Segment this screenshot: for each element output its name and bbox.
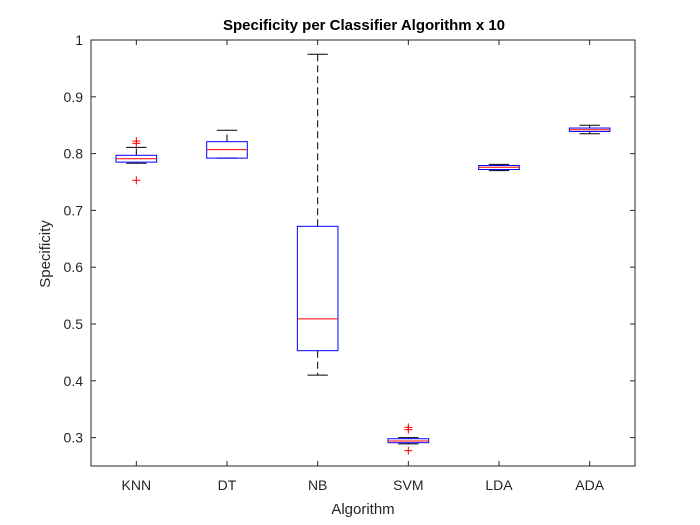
x-axis-label: Algorithm (331, 501, 394, 518)
axes-frame (90, 39, 636, 467)
plot-area: 0.3 0.4 0.5 0.6 0.7 0.8 0.9 1 KNN DT NB SVM LDA ADA (64, 32, 636, 493)
y-tick-label: 0.9 (64, 89, 84, 105)
x-tick-label: DT (218, 477, 237, 493)
x-tick-label: KNN (122, 477, 152, 493)
y-tick-label: 0.6 (64, 259, 84, 275)
y-tick-label: 1 (75, 32, 83, 48)
y-tick-label: 0.5 (64, 316, 84, 332)
box-nb (296, 225, 339, 352)
x-tick-label: LDA (485, 477, 513, 493)
y-tick-label: 0.7 (64, 202, 84, 218)
y-axis-label: Specificity (37, 220, 54, 288)
outlier-marker (132, 176, 141, 185)
y-tick-label: 0.8 (64, 146, 84, 162)
x-tick-label: ADA (575, 477, 604, 493)
x-tick-label: NB (308, 477, 327, 493)
outlier-marker (132, 139, 141, 148)
chart-title: Specificity per Classifier Algorithm x 1… (223, 17, 505, 34)
outlier-marker (404, 446, 413, 455)
x-tick-label: SVM (393, 477, 423, 493)
outlier-marker (404, 425, 413, 434)
y-tick-label: 0.4 (64, 373, 84, 389)
y-tick-label: 0.3 (64, 430, 84, 446)
